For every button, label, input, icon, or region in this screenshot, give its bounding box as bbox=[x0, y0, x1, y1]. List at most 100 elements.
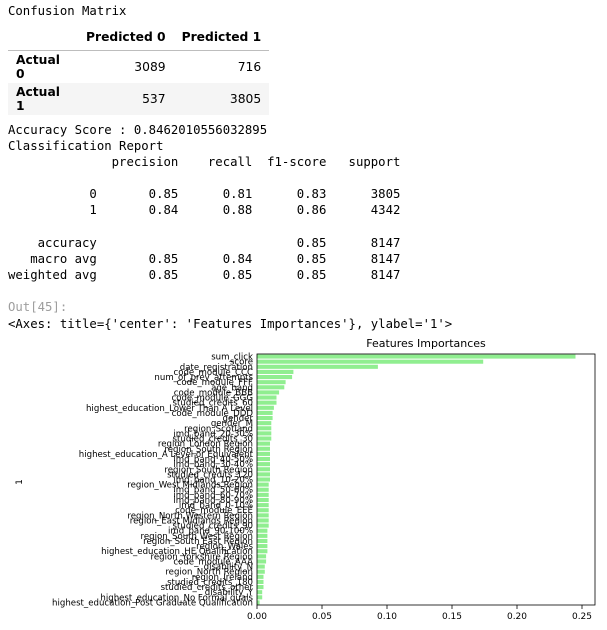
x-tick-label: 0.00 bbox=[247, 612, 267, 622]
bar bbox=[257, 369, 294, 374]
bar bbox=[257, 487, 269, 492]
bar bbox=[257, 472, 270, 477]
table-row: Actual 1 537 3805 bbox=[8, 83, 270, 115]
bar bbox=[257, 559, 267, 564]
bar bbox=[257, 554, 267, 559]
y-tick-label: imd_band_60-70% bbox=[173, 491, 253, 501]
table-header-row: Predicted 0 Predicted 1 bbox=[8, 24, 270, 51]
bar bbox=[257, 405, 274, 410]
bar bbox=[257, 497, 269, 503]
y-tick-label: region_North Western Region bbox=[127, 511, 253, 521]
report-header-line: precision recall f1-score support bbox=[8, 155, 401, 170]
bar bbox=[257, 482, 269, 487]
bar bbox=[257, 538, 268, 544]
bar bbox=[257, 585, 264, 590]
table-cell: 537 bbox=[142, 92, 166, 106]
table-cell: 3805 bbox=[229, 92, 262, 106]
bar bbox=[257, 456, 270, 462]
bar bbox=[257, 390, 280, 395]
y-tick-label: code_module_FFF bbox=[177, 378, 253, 388]
y-tick-label: num_of_prev_attempts bbox=[154, 373, 253, 383]
y-tick-label: gender_M bbox=[211, 419, 253, 429]
report-heading: Classification Report bbox=[8, 139, 164, 154]
y-tick-label: studied_credits_90 bbox=[173, 522, 253, 532]
report-row: macro avg 0.85 0.84 0.85 8147 bbox=[8, 251, 401, 266]
y-tick-label: region_South East Region bbox=[143, 537, 253, 547]
bar bbox=[257, 518, 269, 523]
bar bbox=[257, 513, 269, 518]
table-row: Actual 0 3089 716 bbox=[8, 51, 269, 84]
report-row: 0 0.85 0.81 0.83 3805 bbox=[8, 187, 401, 202]
y-tick-label: code_module_EEE bbox=[175, 506, 253, 516]
table-cell: 3089 bbox=[134, 60, 166, 74]
y-tick-label: highest_education_Post Graduate Qualific… bbox=[52, 598, 253, 608]
bar bbox=[257, 564, 265, 569]
y-tick-label: imd_band_10-20% bbox=[173, 476, 253, 486]
table-cell: 716 bbox=[237, 60, 262, 74]
y-tick-label: highest_education_Lower Than A Level bbox=[86, 404, 253, 414]
y-tick-label: highest_education_No Formal quals bbox=[100, 593, 253, 603]
bar bbox=[257, 354, 576, 359]
report-row: accuracy 0.85 8147 bbox=[8, 235, 401, 250]
bar bbox=[257, 426, 272, 431]
y-tick-label: date_registration bbox=[180, 363, 253, 373]
y-tick-label: studied_credits_other bbox=[161, 583, 254, 593]
chart-title: Features Importances bbox=[366, 337, 486, 350]
y-tick-label: sum_click bbox=[211, 353, 253, 363]
y-tick-label: highest_education_HE Qualification bbox=[101, 547, 253, 557]
bar bbox=[257, 446, 270, 451]
x-ticks: 0.00 0.05 0.10 0.15 0.20 0.25 bbox=[247, 605, 592, 622]
bar bbox=[257, 380, 286, 385]
bar bbox=[257, 544, 268, 549]
y-tick-label: code_module_CCC bbox=[173, 368, 253, 378]
y-tick-label: region_North Region bbox=[165, 568, 253, 578]
y-tick-label: score bbox=[230, 358, 253, 368]
y-tick-label: region_East Midlands Region bbox=[130, 516, 253, 526]
y-tick-label: region_South Region bbox=[164, 445, 253, 455]
classification-report: Accuracy Score : 0.8462010556032895 Clas… bbox=[8, 122, 400, 283]
y-tick-label: code_module_AAA bbox=[173, 557, 253, 567]
bar bbox=[257, 467, 270, 472]
report-row: 1 0.84 0.88 0.86 4342 bbox=[8, 203, 401, 218]
confusion-matrix-table: Predicted 0 Predicted 1 Actual 0 3089 71… bbox=[8, 24, 270, 115]
y-tick-label: imd_band_50-60% bbox=[173, 486, 253, 496]
y-tick-label: disability_Y bbox=[205, 588, 254, 598]
feature-importance-chart: Features Importances sum_clickscoredate_… bbox=[15, 337, 596, 622]
y-tick-label: region_West Midlands Region bbox=[127, 481, 253, 491]
y-tick-label: region_Ireland bbox=[192, 573, 253, 583]
report-row: weighted avg 0.85 0.85 0.85 8147 bbox=[8, 267, 401, 282]
y-tick-label: studied_credits_120 bbox=[167, 470, 253, 480]
bar bbox=[257, 477, 270, 482]
y-tick-label: region_South Region bbox=[164, 465, 253, 475]
bar bbox=[257, 595, 263, 600]
column-header: Predicted 0 bbox=[78, 24, 174, 51]
bar bbox=[257, 462, 270, 467]
row-header: Actual 1 bbox=[16, 85, 60, 113]
x-tick-label: 0.15 bbox=[442, 612, 462, 622]
y-tick-label: imd_band_20-30% bbox=[173, 429, 253, 439]
x-tick-label: 0.10 bbox=[377, 612, 397, 622]
bar bbox=[257, 451, 270, 456]
x-tick-label: 0.20 bbox=[507, 612, 527, 622]
output-prompt: Out[45]: bbox=[8, 300, 68, 314]
bars-group bbox=[257, 354, 576, 605]
y-tick-label: disability_N bbox=[204, 563, 253, 573]
y-tick-label: code_module_GGG bbox=[171, 394, 253, 404]
y-tick-label: region_Yorkshire Region bbox=[151, 552, 253, 562]
bar bbox=[257, 410, 273, 415]
y-tick-label: region_London Region bbox=[158, 440, 253, 450]
bar bbox=[257, 375, 293, 380]
y-tick-label: gender bbox=[223, 414, 254, 424]
plot-frame bbox=[256, 353, 596, 606]
y-tick-labels: sum_clickscoredate_registrationcode_modu… bbox=[52, 353, 254, 609]
y-tick-label: region_Wales bbox=[196, 542, 253, 552]
y-tick-label: region_Scotland bbox=[184, 424, 253, 434]
y-tick-label: code_module_BBB bbox=[174, 388, 253, 398]
bar bbox=[257, 503, 269, 508]
column-header: Predicted 1 bbox=[173, 24, 270, 51]
bar bbox=[257, 533, 268, 538]
y-tick-label: studied_credits_180 bbox=[167, 578, 253, 588]
accuracy-score-line: Accuracy Score : 0.8462010556032895 bbox=[8, 123, 268, 137]
bar bbox=[257, 364, 378, 369]
bar bbox=[257, 359, 484, 364]
